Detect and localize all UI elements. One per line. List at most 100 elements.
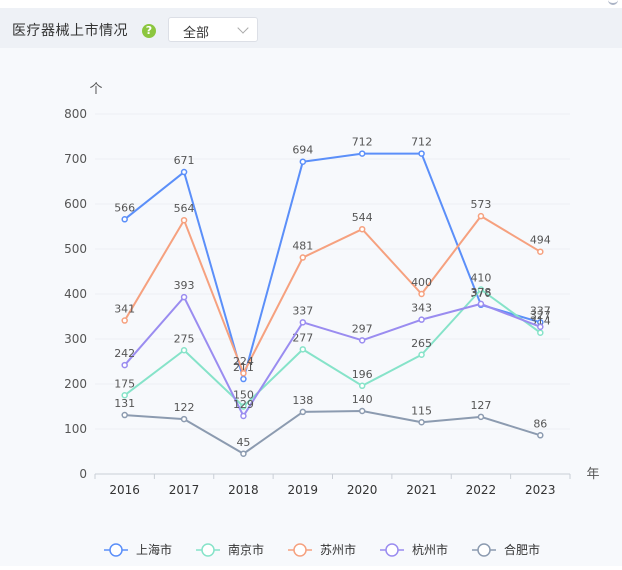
- data-label: 337: [292, 304, 313, 317]
- data-point[interactable]: [240, 369, 247, 377]
- data-point[interactable]: [121, 392, 128, 399]
- series-line-上海市: [124, 152, 541, 381]
- data-point[interactable]: [418, 419, 425, 426]
- data-label: 671: [174, 154, 195, 167]
- data-point[interactable]: [537, 432, 544, 439]
- data-point[interactable]: [477, 300, 485, 308]
- data-point[interactable]: [418, 150, 425, 157]
- x-tick-label: 2017: [169, 483, 200, 497]
- legend-item[interactable]: 南京市: [228, 542, 264, 557]
- data-point[interactable]: [418, 316, 425, 323]
- data-point[interactable]: [477, 212, 485, 220]
- x-tick-label: 2016: [109, 483, 140, 497]
- help-icon[interactable]: ?: [142, 24, 156, 38]
- data-label: 694: [292, 144, 313, 157]
- data-point[interactable]: [537, 329, 544, 336]
- data-point[interactable]: [180, 347, 188, 354]
- data-label: 265: [411, 337, 432, 350]
- data-label: 45: [236, 436, 250, 449]
- chevron-down-icon: [237, 22, 249, 34]
- data-label: 242: [114, 347, 135, 360]
- series-line-合肥市: [124, 410, 541, 455]
- data-point[interactable]: [358, 225, 366, 233]
- data-label: 138: [292, 394, 313, 407]
- x-tick-label: 2021: [406, 483, 437, 497]
- data-label: 175: [114, 377, 135, 390]
- data-label: 712: [411, 136, 432, 149]
- data-point[interactable]: [537, 323, 544, 331]
- y-tick-label: 700: [64, 152, 87, 166]
- data-point[interactable]: [121, 216, 128, 223]
- data-label: 400: [411, 276, 432, 289]
- data-point[interactable]: [537, 248, 544, 255]
- y-tick-label: 0: [79, 467, 87, 481]
- data-point[interactable]: [180, 293, 188, 301]
- series-line-苏州市: [123, 215, 541, 375]
- data-label: 196: [352, 368, 373, 381]
- x-tick-label: 2022: [466, 483, 497, 497]
- data-label: 131: [114, 397, 135, 410]
- line-chart: 0 100 200 300 400 500 600 700 800 2016 2017 2018 201…: [64, 82, 599, 557]
- data-point[interactable]: [180, 168, 188, 176]
- data-point[interactable]: [180, 216, 188, 224]
- data-label: 410: [470, 272, 491, 285]
- data-point[interactable]: [358, 382, 366, 390]
- data-label: 122: [174, 401, 195, 414]
- data-label: 140: [352, 393, 373, 406]
- data-label: 127: [470, 399, 491, 412]
- data-point[interactable]: [121, 411, 128, 419]
- data-label: 115: [411, 404, 432, 417]
- legend-marker[interactable]: [293, 543, 307, 557]
- data-point[interactable]: [299, 319, 307, 326]
- legend-item[interactable]: 杭州市: [412, 542, 448, 557]
- y-axis-unit-label: 个: [89, 82, 102, 97]
- data-label: 277: [292, 331, 313, 344]
- data-point[interactable]: [240, 450, 247, 457]
- data-point[interactable]: [299, 408, 307, 416]
- series-line-杭州市: [123, 296, 541, 417]
- chart-title: 医疗器械上市情况: [12, 23, 128, 39]
- data-label: 378: [470, 286, 491, 299]
- legend-item[interactable]: 合肥市: [504, 542, 540, 557]
- data-label: 494: [530, 234, 551, 247]
- data-label: 481: [292, 240, 313, 253]
- data-point[interactable]: [477, 286, 485, 293]
- data-point[interactable]: [240, 375, 247, 383]
- data-point[interactable]: [299, 158, 307, 165]
- data-point[interactable]: [180, 415, 188, 423]
- data-point[interactable]: [299, 254, 307, 261]
- data-point[interactable]: [418, 351, 425, 358]
- legend-marker[interactable]: [385, 543, 399, 557]
- data-label: 566: [114, 201, 135, 214]
- data-point[interactable]: [240, 412, 247, 420]
- y-tick-label: 300: [64, 332, 87, 346]
- chart-header: 医疗器械上市情况 ? 全部: [0, 8, 622, 48]
- data-label: 224: [233, 355, 254, 368]
- data-point[interactable]: [121, 361, 128, 369]
- x-tick-label: 2020: [347, 483, 378, 497]
- data-point[interactable]: [477, 413, 485, 421]
- x-tick-label: 2023: [525, 483, 556, 497]
- data-label: 297: [352, 322, 373, 335]
- data-point[interactable]: [358, 150, 366, 157]
- legend-marker[interactable]: [109, 543, 123, 557]
- scroll-indicator-icon: [608, 0, 618, 5]
- data-point[interactable]: [121, 317, 128, 324]
- data-point[interactable]: [358, 407, 366, 415]
- data-point[interactable]: [358, 337, 366, 344]
- y-tick-label: 100: [64, 422, 87, 436]
- data-label: 129: [233, 398, 254, 411]
- legend-item[interactable]: 苏州市: [320, 542, 356, 557]
- legend-marker[interactable]: [201, 543, 215, 557]
- series-line-南京市: [124, 288, 541, 408]
- data-point[interactable]: [299, 346, 307, 353]
- legend-marker[interactable]: [477, 543, 491, 557]
- data-point[interactable]: [240, 403, 247, 410]
- data-point[interactable]: [418, 290, 425, 298]
- region-filter-select[interactable]: 全部: [168, 17, 258, 42]
- data-label: 327: [530, 309, 551, 322]
- y-tick-label: 200: [64, 377, 87, 391]
- data-label: 341: [114, 303, 135, 316]
- legend-item[interactable]: 上海市: [136, 542, 172, 557]
- top-strip: [0, 0, 622, 8]
